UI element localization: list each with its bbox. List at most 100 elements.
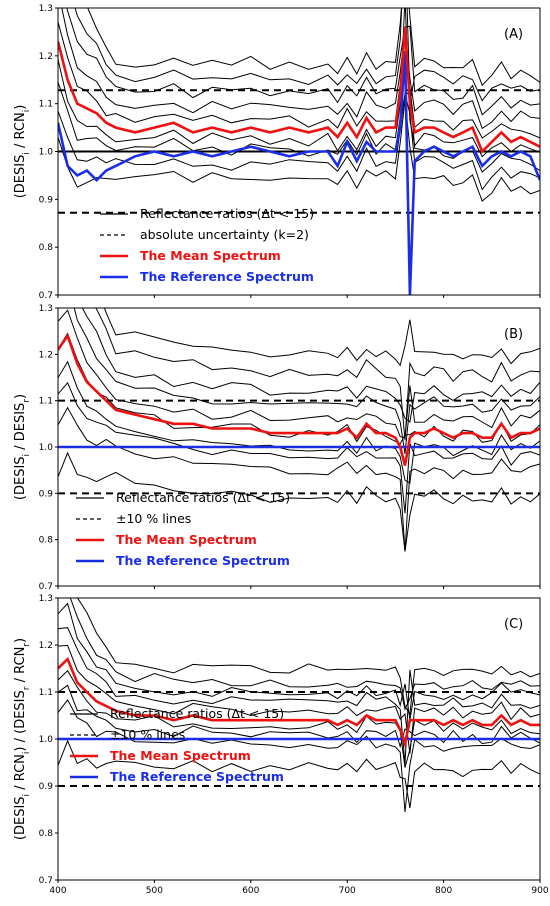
x-tick-label: 500 [146, 886, 163, 896]
legend-label-4: The Reference Spectrum [116, 553, 290, 568]
ratio-curve-6 [58, 627, 540, 764]
ratio-curve-9 [76, 598, 540, 716]
ratio-curve-3 [58, 81, 540, 173]
ratio-curve-7 [66, 8, 540, 116]
ratio-curve-4 [58, 669, 540, 768]
ratio-curve-1 [58, 451, 540, 552]
x-tick-label: 400 [49, 886, 66, 896]
panel-label: (C) [504, 617, 523, 632]
y-axis-label-part: / RCN [13, 112, 28, 152]
mean-spectrum-line [58, 656, 540, 749]
legend-label-4: The Reference Spectrum [140, 269, 314, 284]
plot-area [58, 598, 540, 813]
legend-label-2: absolute uncertainty (k=2) [140, 227, 309, 242]
ratio-curve-6 [61, 8, 540, 130]
y-tick-label: 0.7 [39, 582, 53, 592]
legend-label-3: The Mean Spectrum [140, 248, 281, 263]
y-tick-label: 0.8 [39, 829, 54, 839]
ratio-curve-4 [58, 8, 540, 158]
y-axis-label-part: i [22, 752, 32, 755]
y-tick-label: 0.7 [39, 876, 53, 886]
plot-area [58, 308, 540, 552]
y-axis-label-part: i [22, 110, 32, 113]
ratio-curve-2 [58, 93, 540, 191]
y-axis-label: (DESISi / RCNi) [13, 105, 32, 199]
y-tick-label: 1.3 [39, 304, 53, 314]
ratio-curve-5 [58, 644, 540, 754]
ratio-curve-2 [58, 406, 540, 552]
ratio-curve-10 [103, 308, 540, 367]
ratio-curve-7 [58, 602, 540, 720]
y-axis-label-part: (DESIS [13, 456, 28, 500]
y-axis-label: (DESISi / DESISr) [13, 394, 32, 500]
ratio-curve-1 [58, 100, 540, 202]
y-axis-label-part: i [22, 152, 32, 155]
y-tick-label: 1.0 [39, 735, 54, 745]
ratio-curve-8 [74, 8, 540, 102]
legend-label-2: ±10 % lines [110, 727, 185, 742]
ratio-curve-5 [58, 332, 540, 445]
y-tick-label: 0.9 [39, 489, 54, 499]
panel-2: 0.7 0.8 0.9 1.0 1.1 1.2 1.3 (DESISi / DESISr) (B… [13, 304, 541, 592]
y-tick-label: 1.3 [39, 4, 53, 14]
reference-spectrum-line [58, 51, 540, 295]
y-tick-label: 0.8 [39, 536, 54, 546]
y-axis-label-part: r [22, 686, 32, 690]
y-axis-label-part: ) / (DESIS [13, 690, 28, 751]
y-tick-label: 1.1 [39, 100, 53, 110]
legend-label-4: The Reference Spectrum [110, 769, 284, 784]
y-axis-label-part: (DESIS [13, 796, 28, 840]
ratio-curve-7 [73, 308, 540, 454]
mean-spectrum-line [58, 27, 540, 154]
panel-label: (B) [504, 327, 523, 342]
legend-label-2: ±10 % lines [116, 511, 191, 526]
ratio-curve-6 [58, 309, 540, 439]
ratio-curve-9 [87, 8, 540, 87]
legend-label-1: Reflectance ratios (Δt < 15) [140, 206, 314, 221]
y-axis-label-part: / RCN [13, 754, 28, 794]
y-axis-label-part: ) [13, 105, 28, 110]
ratio-curve-4 [58, 360, 540, 485]
x-tick-label: 900 [531, 886, 548, 896]
ratio-curve-8 [81, 308, 540, 423]
y-axis-label-part: r [22, 643, 32, 647]
y-axis-label-part: ) [13, 394, 28, 399]
y-tick-label: 1.1 [39, 688, 53, 698]
x-tick-label: 700 [339, 886, 356, 896]
y-axis-label-part: r [22, 399, 32, 403]
ratio-curve-3 [58, 684, 540, 749]
y-axis-label: (DESISi / RCNi) / (DESISr / RCNr) [13, 638, 32, 840]
ratio-curve-9 [95, 308, 540, 441]
y-axis-label-part: (DESIS [13, 155, 28, 199]
panel-1: 0.70.80.91.01.11.21.3(DESISi / RCNi)(A)R… [13, 4, 541, 301]
y-tick-label: 1.1 [39, 397, 53, 407]
mean-spectrum-line [58, 332, 540, 466]
panel-label: (A) [504, 27, 523, 42]
x-tick-label: 800 [435, 886, 452, 896]
y-tick-label: 0.7 [39, 291, 53, 301]
x-tick-label: 600 [242, 886, 259, 896]
y-tick-label: 1.0 [39, 443, 54, 453]
y-tick-label: 0.8 [39, 243, 54, 253]
ratio-curve-8 [58, 598, 540, 711]
legend-label-3: The Mean Spectrum [110, 748, 251, 763]
y-tick-label: 1.2 [39, 52, 53, 62]
legend-label-1: Reflectance ratios (Δt < 15) [110, 706, 284, 721]
y-axis-label-part: i [22, 454, 32, 457]
ratio-curve-3 [58, 381, 540, 514]
ratio-curve-1 [58, 739, 540, 809]
y-axis-label-part: / RCN [13, 647, 28, 687]
legend-label-3: The Mean Spectrum [116, 532, 257, 547]
plot-area [58, 8, 540, 295]
panel-3: 0.7 0.8 0.9 1.0 1.1 1.2 1.3 400 500 600 700 800 900 (… [13, 594, 549, 896]
y-axis-label-part: ) [13, 638, 28, 643]
y-tick-label: 1.2 [39, 641, 53, 651]
y-tick-label: 0.9 [39, 782, 54, 792]
y-tick-label: 1.0 [39, 148, 54, 158]
legend-label-1: Reflectance ratios (Δt < 15) [116, 490, 290, 505]
y-axis-label-part: i [22, 794, 32, 797]
y-tick-label: 1.3 [39, 594, 53, 604]
y-tick-label: 0.9 [39, 195, 54, 205]
